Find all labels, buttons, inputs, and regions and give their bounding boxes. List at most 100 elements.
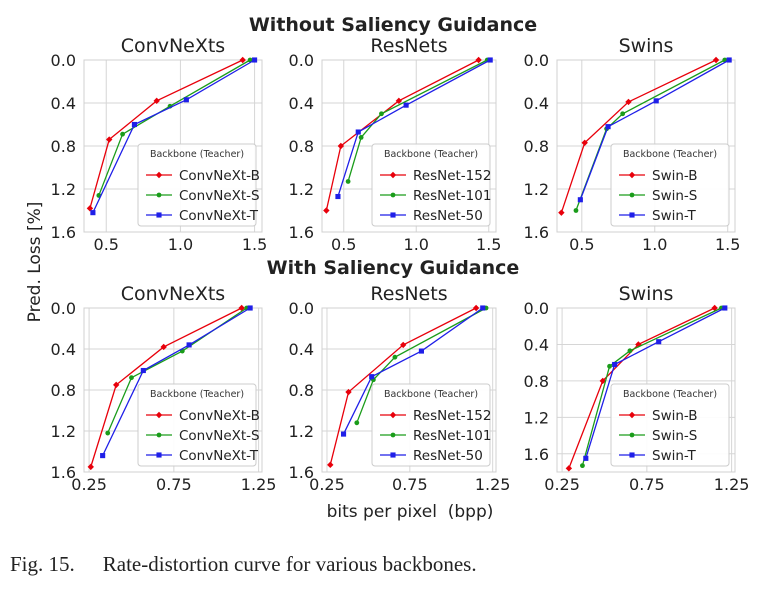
series-resnet-152 [323, 56, 482, 214]
y-tick-label: 0.4 [289, 94, 314, 113]
legend: Backbone (Teacher) ResNet-152 ResNet-101 Re… [371, 383, 491, 467]
legend-label: Swin-S [652, 188, 697, 204]
y-tick-label: 0.4 [524, 94, 549, 113]
series-line [102, 307, 251, 456]
legend-box [371, 143, 491, 227]
data-point [252, 57, 258, 63]
legend-label: ConvNeXt-S [179, 428, 260, 444]
x-tick-label: 0.25 [309, 475, 345, 494]
section-title-without: Without Saliency Guidance [249, 14, 537, 36]
plot-frame [556, 59, 736, 233]
y-tick-label: 0.8 [524, 372, 549, 391]
legend-marker [628, 171, 636, 179]
series-line [329, 307, 477, 465]
x-tick-label: 0.5 [569, 235, 594, 254]
data-point [722, 305, 728, 311]
y-tick-label: 1.6 [51, 223, 76, 242]
data-point [113, 381, 120, 389]
data-point [90, 210, 96, 216]
data-point [635, 341, 642, 348]
data-point [400, 341, 407, 349]
data-point [335, 193, 341, 200]
chart-title: ConvNeXts [121, 283, 225, 305]
data-point [726, 57, 732, 63]
series-convnext-s [96, 57, 253, 198]
series-resnet-50 [340, 305, 486, 437]
data-point [140, 367, 146, 374]
legend-label: Swin-B [652, 408, 698, 424]
legend-marker [155, 411, 163, 419]
data-point [656, 339, 662, 345]
data-point [558, 209, 565, 216]
rate-distortion-figure: Without Saliency Guidance With Saliency … [25, 14, 750, 522]
x-tick-label: 0.75 [392, 475, 428, 494]
y-tick-label: 0.4 [51, 340, 76, 359]
data-point [129, 375, 134, 381]
x-tick-label: 1.5 [476, 235, 501, 254]
x-tick-label: 1.0 [168, 235, 193, 254]
data-point [354, 420, 360, 426]
y-tick-label: 0.4 [289, 340, 314, 359]
legend-marker [390, 432, 396, 438]
y-tick-label: 1.2 [289, 180, 314, 199]
x-tick-label: 1.0 [404, 235, 429, 254]
y-tick-label: 0.0 [289, 299, 314, 318]
data-point [183, 97, 189, 103]
series-convnext-t [100, 305, 253, 459]
series-swin-t [583, 305, 728, 461]
x-tick-label: 0.25 [71, 475, 107, 494]
y-tick-label: 0.8 [51, 381, 76, 400]
caption-number: Fig. 15. [10, 552, 75, 576]
chart-panel-6: 0.0 0.4 0.8 1.2 1.6 0.25 0.75 1.25 Swins Backbone… [524, 283, 750, 494]
y-tick-label: 1.2 [51, 180, 76, 199]
series-line [337, 59, 491, 197]
section-title-with: With Saliency Guidance [267, 257, 520, 279]
y-tick-label: 0.8 [289, 381, 314, 400]
data-point [583, 455, 589, 461]
series-line [560, 59, 717, 213]
series-line [325, 59, 479, 211]
data-point [345, 179, 351, 184]
legend-title: Backbone (Teacher) [623, 149, 717, 160]
data-point [627, 348, 633, 354]
legend-box [610, 143, 730, 227]
data-point [87, 463, 94, 471]
legend-label: ResNet-152 [413, 168, 491, 184]
data-point [472, 304, 480, 312]
y-tick-label: 0.4 [51, 94, 76, 113]
series-line [89, 59, 243, 209]
y-tick-label: 0.0 [524, 299, 549, 318]
y-tick-label: 1.2 [51, 422, 76, 441]
data-point [565, 465, 573, 472]
x-tick-label: 0.25 [544, 475, 580, 494]
series-line [356, 307, 487, 424]
data-point [247, 305, 253, 311]
y-tick-label: 1.6 [524, 223, 549, 242]
chart-title: ResNets [370, 35, 447, 57]
x-tick-label: 1.5 [242, 235, 267, 254]
chart-panel-2: 0.0 0.4 0.8 1.2 1.6 0.5 1.0 1.5 ResNets Backbone … [289, 35, 502, 254]
series-swin-s [580, 305, 724, 469]
data-point [580, 463, 585, 469]
series-line [568, 307, 715, 469]
data-point [620, 111, 626, 117]
legend-label: Swin-T [652, 448, 697, 464]
data-point [625, 98, 632, 106]
series-resnet-152 [327, 304, 480, 469]
y-tick-label: 0.8 [51, 137, 76, 156]
plot-frame [83, 59, 263, 233]
legend-label: ResNet-101 [413, 188, 491, 204]
data-point [712, 56, 720, 64]
series-line [579, 59, 730, 200]
legend-marker [156, 192, 162, 198]
data-point [186, 342, 192, 348]
x-tick-label: 0.5 [94, 235, 119, 254]
y-tick-label: 0.0 [51, 299, 76, 318]
x-tick-label: 0.5 [331, 235, 356, 254]
series-resnet-101 [345, 57, 490, 184]
data-point [379, 111, 384, 117]
legend: Backbone (Teacher) ResNet-152 ResNet-101 Re… [371, 143, 491, 227]
data-point [395, 97, 403, 105]
x-tick-label: 1.0 [642, 235, 667, 254]
y-tick-label: 0.0 [524, 51, 549, 70]
